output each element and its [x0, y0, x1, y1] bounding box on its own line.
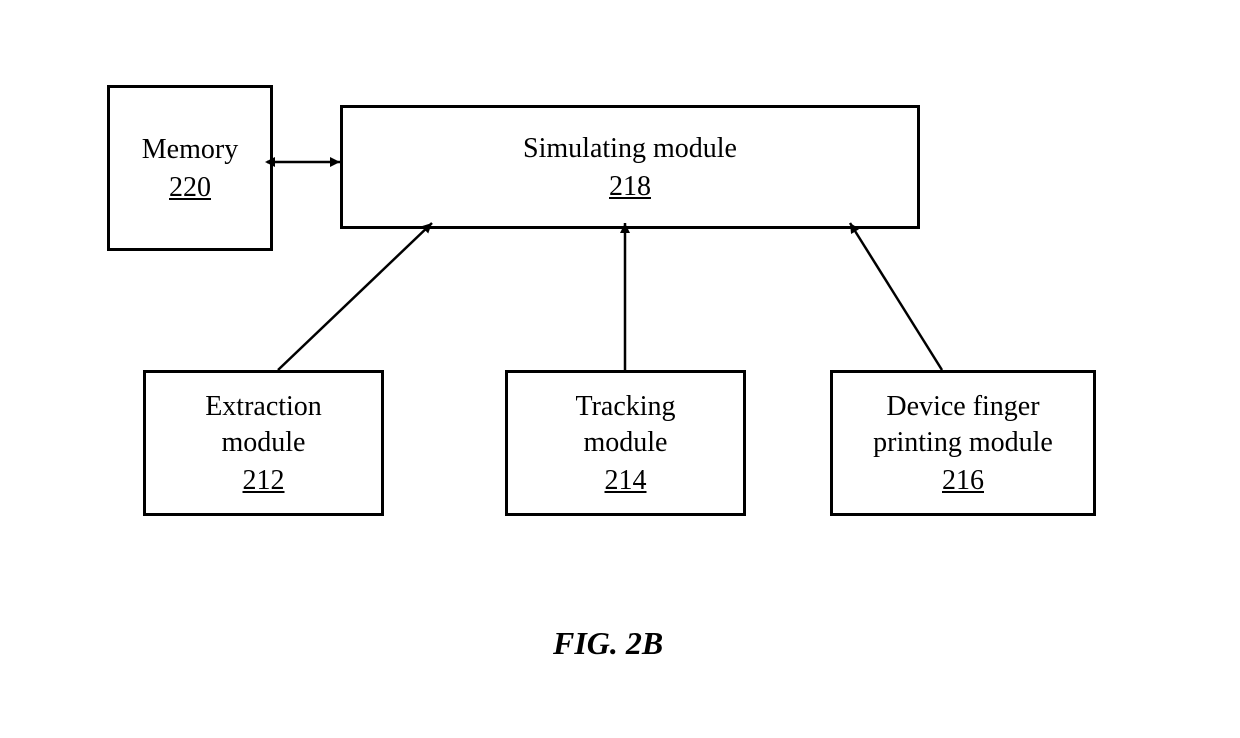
node-memory: Memory 220: [107, 85, 273, 251]
node-memory-ref: 220: [169, 172, 211, 204]
node-simulating-label: Simulating module: [523, 131, 737, 167]
node-tracking-label2: module: [584, 425, 668, 461]
node-fingerprint-ref: 216: [942, 465, 984, 497]
node-fingerprint: Device finger printing module 216: [830, 370, 1096, 516]
node-extraction-label1: Extraction: [205, 389, 322, 425]
node-fingerprint-label1: Device finger: [886, 389, 1039, 425]
figure-label: FIG. 2B: [553, 625, 663, 662]
node-extraction: Extraction module 212: [143, 370, 384, 516]
node-simulating-ref: 218: [609, 171, 651, 203]
node-tracking-ref: 214: [605, 465, 647, 497]
node-tracking-label1: Tracking: [575, 389, 675, 425]
node-extraction-ref: 212: [243, 465, 285, 497]
edge-extraction-simulating: [278, 223, 432, 370]
node-fingerprint-label2: printing module: [873, 425, 1053, 461]
node-simulating: Simulating module 218: [340, 105, 920, 229]
node-extraction-label2: module: [222, 425, 306, 461]
edge-fingerprint-simulating: [850, 223, 942, 370]
node-tracking: Tracking module 214: [505, 370, 746, 516]
node-memory-label: Memory: [142, 132, 238, 168]
